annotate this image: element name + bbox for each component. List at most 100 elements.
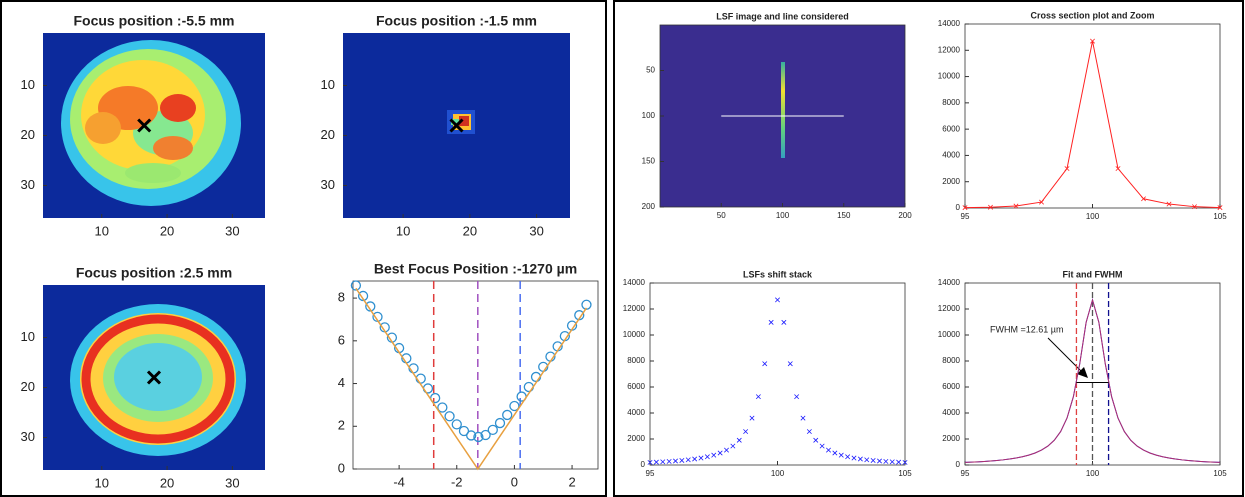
x-tick-label: 20 — [160, 475, 174, 490]
y-tick-label: 8000 — [942, 98, 960, 107]
y-tick-label: 8000 — [627, 356, 645, 365]
marker — [736, 437, 742, 443]
y-tick-label: 10 — [21, 329, 35, 344]
x-tick-label: 100 — [771, 469, 785, 478]
marker — [480, 429, 491, 441]
chart-title: Focus position :-1.5 mm — [376, 13, 537, 29]
y-tick-label: 4000 — [627, 408, 645, 417]
marker — [711, 452, 717, 458]
y-tick-label: 10000 — [938, 72, 961, 81]
marker — [466, 430, 477, 441]
x-tick-label: 20 — [463, 223, 477, 238]
marker — [673, 458, 678, 464]
marker — [137, 118, 152, 133]
y-tick-label: 12000 — [938, 304, 961, 313]
marker — [458, 425, 470, 437]
marker — [819, 443, 825, 449]
y-tick-label: 4000 — [942, 151, 960, 160]
y-tick-label: 2000 — [627, 434, 645, 443]
marker — [832, 450, 838, 456]
x-tick-label: 95 — [961, 469, 970, 478]
marker — [698, 455, 704, 461]
marker — [1013, 203, 1019, 209]
marker — [781, 319, 787, 325]
y-tick-label: 12000 — [938, 45, 961, 54]
y-tick-label: 20 — [321, 127, 335, 142]
x-tick-label: 105 — [898, 469, 912, 478]
marker — [768, 319, 774, 325]
marker — [864, 457, 870, 463]
marker — [451, 419, 462, 430]
y-tick-label: 14000 — [623, 278, 646, 287]
y-tick-label: 150 — [642, 157, 656, 166]
marker — [800, 415, 806, 421]
x-tick-label: 30 — [529, 223, 543, 238]
x-tick-label: 105 — [1213, 469, 1227, 478]
y-tick-label: 14000 — [938, 278, 961, 287]
marker — [730, 443, 736, 449]
marker — [870, 457, 876, 463]
marker — [826, 447, 831, 453]
chart-title: Focus position :-5.5 mm — [73, 13, 234, 29]
marker — [449, 118, 464, 133]
marker — [787, 361, 793, 367]
marker — [437, 402, 448, 413]
y-tick-label: 12000 — [623, 304, 646, 313]
y-tick-label: 14000 — [938, 19, 961, 28]
marker — [838, 452, 844, 458]
y-tick-label: 6000 — [627, 382, 645, 391]
x-tick-label: -4 — [393, 474, 405, 489]
marker — [350, 280, 362, 291]
x-tick-label: 95 — [646, 469, 655, 478]
chart-title: LSFs shift stack — [743, 269, 813, 279]
y-tick-label: 200 — [642, 202, 656, 211]
x-tick-label: 10 — [95, 475, 109, 490]
y-tick-label: 20 — [21, 379, 35, 394]
marker — [813, 437, 819, 443]
marker — [717, 450, 723, 456]
marker — [1090, 38, 1095, 44]
marker — [1217, 205, 1223, 211]
y-tick-label: 4000 — [942, 408, 960, 417]
x-tick-label: 50 — [717, 211, 726, 220]
series-line — [355, 287, 588, 471]
marker — [762, 361, 768, 367]
marker — [857, 456, 863, 462]
marker — [692, 456, 698, 462]
marker — [896, 459, 902, 465]
x-tick-label: 30 — [225, 223, 239, 238]
annotation: FWHM =12.61 µm — [990, 324, 1063, 334]
y-tick-label: 2000 — [942, 434, 960, 443]
marker — [851, 455, 857, 461]
marker — [755, 394, 761, 400]
x-tick-label: 100 — [776, 211, 790, 220]
y-tick-label: 30 — [21, 429, 35, 444]
marker — [647, 459, 653, 465]
marker — [749, 415, 755, 421]
x-tick-label: 10 — [95, 223, 109, 238]
x-tick-label: 200 — [898, 211, 912, 220]
y-tick-label: 100 — [642, 111, 656, 120]
marker — [724, 447, 729, 453]
x-tick-label: 100 — [1086, 212, 1100, 221]
y-tick-label: 0 — [956, 203, 961, 212]
marker — [704, 454, 710, 460]
chart-title: Cross section plot and Zoom — [1030, 10, 1154, 20]
chart-title: Focus position :2.5 mm — [76, 265, 232, 281]
marker — [902, 459, 908, 465]
marker — [988, 204, 993, 210]
chart-title: Fit and FWHM — [1063, 269, 1123, 279]
marker — [883, 458, 889, 464]
y-tick-label: 10 — [21, 77, 35, 92]
annotation-arrowhead — [1077, 367, 1088, 378]
marker — [877, 458, 882, 464]
heatmap-image — [43, 33, 265, 218]
marker — [509, 400, 520, 412]
chart-title: Best Focus Position :-1270 µm — [374, 261, 577, 277]
x-tick-label: 95 — [961, 212, 970, 221]
y-tick-label: 10 — [321, 77, 335, 92]
marker — [660, 459, 666, 465]
marker — [806, 429, 812, 435]
x-tick-label: 0 — [511, 474, 518, 489]
